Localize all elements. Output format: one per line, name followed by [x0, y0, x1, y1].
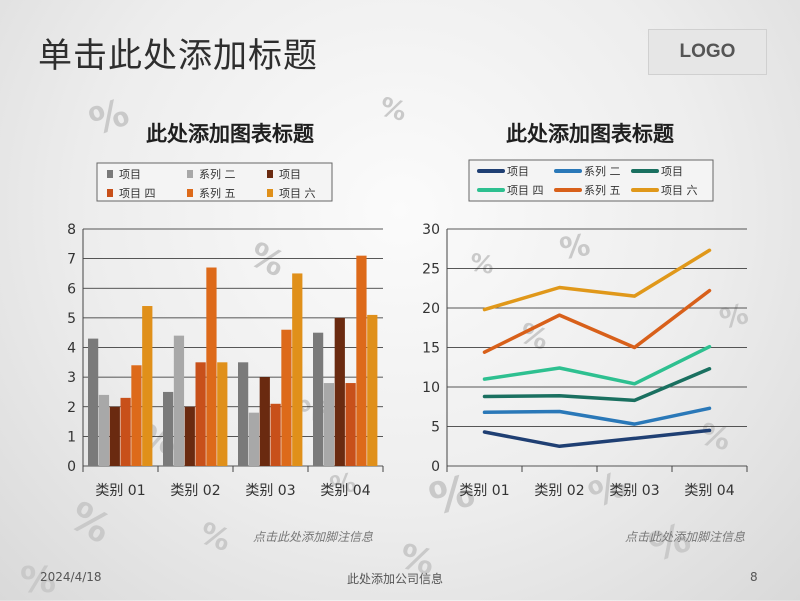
legend-label: 系列 二 [584, 164, 621, 178]
x-tick-label: 类别 03 [245, 483, 295, 499]
legend-label: 项目 [507, 165, 529, 178]
footer-page-number: 8 [750, 570, 758, 584]
y-tick-label: 4 [67, 341, 76, 357]
legend-label: 项目 六 [661, 184, 698, 197]
bar [206, 267, 217, 466]
y-tick-label: 30 [422, 222, 440, 238]
y-tick-label: 10 [422, 380, 440, 396]
legend-label: 项目 [661, 165, 683, 178]
bar [142, 306, 153, 466]
bar-chart-footnote[interactable]: 点击此处添加脚注信息 [253, 530, 374, 544]
x-tick-label: 类别 02 [534, 483, 584, 499]
bar [334, 317, 345, 466]
legend-label: 项目 六 [279, 187, 316, 200]
y-tick-label: 3 [67, 370, 76, 386]
x-tick-label: 类别 04 [320, 483, 370, 499]
bar [195, 362, 206, 466]
line-chart-footnote[interactable]: 点击此处添加脚注信息 [625, 530, 746, 544]
legend-label: 项目 四 [507, 184, 544, 197]
bar [259, 377, 270, 466]
y-tick-label: 2 [67, 400, 76, 416]
x-tick-label: 类别 01 [459, 483, 509, 499]
bar [98, 394, 110, 466]
legend-label: 项目 [279, 168, 301, 181]
y-tick-label: 7 [67, 252, 76, 268]
page-title[interactable]: 单击此处添加标题 [38, 36, 318, 76]
legend-swatch [267, 189, 273, 197]
x-tick-label: 类别 04 [684, 483, 734, 499]
x-tick-label: 类别 01 [95, 483, 145, 499]
bar [313, 332, 324, 466]
series-line [482, 428, 712, 449]
bar [184, 406, 195, 466]
bar [131, 365, 142, 466]
bar [88, 338, 99, 466]
legend-swatch [187, 170, 193, 178]
legend-label: 项目 [119, 168, 141, 181]
bar [163, 391, 174, 466]
y-tick-label: 15 [422, 341, 440, 357]
legend-label: 项目 四 [119, 187, 156, 200]
bar [217, 362, 228, 466]
legend-swatch [267, 170, 273, 178]
bar [248, 412, 260, 466]
series-line [482, 344, 712, 386]
bar [345, 383, 356, 466]
bar [120, 397, 131, 466]
bar [356, 255, 367, 466]
legend-swatch [187, 189, 193, 197]
series-line [482, 288, 712, 354]
footer-date: 2024/4/18 [40, 570, 102, 584]
y-tick-label: 0 [67, 459, 76, 475]
legend-label: 系列 五 [199, 186, 236, 200]
bar [173, 335, 185, 466]
legend-swatch [107, 189, 113, 197]
bar [367, 314, 378, 466]
legend-label: 系列 二 [199, 167, 236, 181]
y-tick-label: 6 [67, 281, 76, 297]
x-tick-label: 类别 03 [609, 483, 659, 499]
y-tick-label: 0 [431, 459, 440, 475]
legend-box [96, 162, 333, 202]
bar [238, 362, 249, 466]
logo-placeholder[interactable]: LOGO [648, 29, 767, 75]
series-line [482, 248, 712, 312]
series-line [482, 406, 712, 426]
y-tick-label: 1 [67, 429, 76, 445]
footer-company-info[interactable]: 此处添加公司信息 [347, 572, 444, 586]
legend-swatch [107, 170, 113, 178]
bar [270, 403, 281, 466]
bar [323, 383, 335, 466]
bar-chart-title[interactable]: 此处添加图表标题 [146, 122, 314, 146]
y-tick-label: 20 [422, 301, 440, 317]
y-tick-label: 5 [67, 311, 76, 327]
line-chart-title[interactable]: 此处添加图表标题 [506, 122, 674, 146]
legend-label: 系列 五 [584, 183, 621, 197]
bar [292, 273, 303, 466]
y-tick-label: 5 [431, 420, 440, 436]
bar [281, 329, 292, 466]
y-tick-label: 8 [67, 222, 76, 238]
bar [109, 406, 120, 466]
series-line [482, 367, 712, 403]
legend-box [468, 159, 714, 202]
x-tick-label: 类别 02 [170, 483, 220, 499]
y-tick-label: 25 [422, 262, 440, 278]
